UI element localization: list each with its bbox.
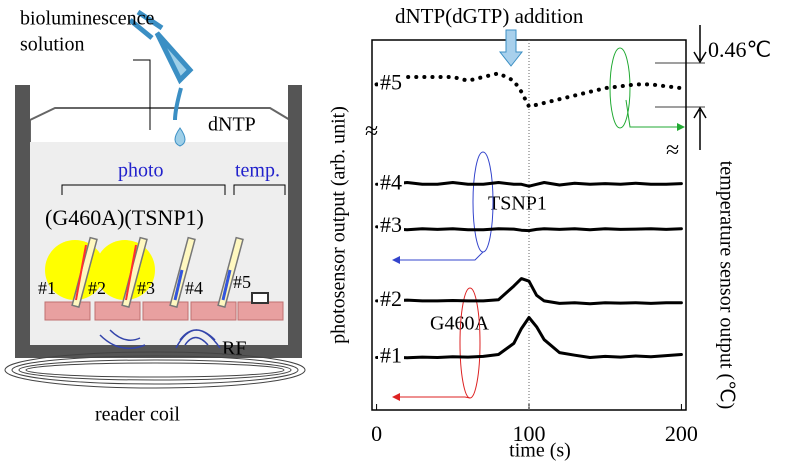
label: bioluminescence xyxy=(20,8,155,30)
pad xyxy=(237,301,284,321)
filter xyxy=(173,269,232,301)
label: temp. xyxy=(235,160,280,182)
label-bg xyxy=(378,169,404,195)
sensor-label: #2 xyxy=(88,278,106,298)
temp-chip xyxy=(251,292,269,304)
trace xyxy=(375,277,683,306)
pad xyxy=(44,301,91,321)
label: dNTP xyxy=(208,114,256,136)
axis-break: ≈ xyxy=(365,119,378,145)
plot-frame xyxy=(371,39,687,411)
coil xyxy=(11,355,299,385)
dropper xyxy=(128,9,194,85)
series-label: #5 xyxy=(380,69,402,94)
rf-wave xyxy=(99,329,146,350)
x-axis-label: time (s) xyxy=(509,440,571,462)
pad xyxy=(94,301,141,321)
x-tick-label: 200 xyxy=(665,421,698,446)
sensor-label: #4 xyxy=(185,278,203,298)
label: solution xyxy=(20,34,84,56)
chart: dNTP(dGTP) addition ≈ ≈ TSNP1 G460A 0.46… xyxy=(328,4,772,462)
series-label: #4 xyxy=(380,169,402,194)
leader xyxy=(133,59,151,130)
scale-bar xyxy=(693,25,707,150)
axis-pointer xyxy=(625,99,678,128)
scale-line xyxy=(655,62,705,108)
diagram: bioluminescence solution dNTP photo temp… xyxy=(4,8,306,426)
sensor-label: #5 xyxy=(233,272,251,292)
series-label: #1 xyxy=(380,343,402,368)
scale-label: 0.46℃ xyxy=(708,37,771,62)
label-bg xyxy=(378,69,404,95)
dropper-tip xyxy=(173,87,183,121)
trace xyxy=(375,181,683,188)
y2-axis-label: temperature sensor output (℃) xyxy=(715,161,737,410)
axis-break: ≈ xyxy=(666,138,679,164)
x-tick-label: 100 xyxy=(513,421,546,446)
bracket xyxy=(61,184,226,195)
label: reader coil xyxy=(95,404,180,426)
trace xyxy=(374,71,684,109)
x-tick-label: 0 xyxy=(371,421,382,446)
axis-pointer xyxy=(392,256,400,264)
label: (G460A)(TSNP1) xyxy=(45,205,204,230)
drop xyxy=(174,127,186,147)
y-axis-label: photosensor output (arb. unit) xyxy=(328,106,350,344)
pad xyxy=(190,301,237,321)
sensor-label: #1 xyxy=(38,278,56,298)
group-ellipse xyxy=(459,287,481,399)
axis-pointer xyxy=(398,251,484,261)
label-bg xyxy=(378,285,404,311)
pad xyxy=(142,301,189,321)
sensor-label: #3 xyxy=(137,278,155,298)
series-label: #3 xyxy=(380,212,402,237)
axis-pointer xyxy=(398,396,471,399)
light xyxy=(75,244,137,301)
label: photo xyxy=(118,160,164,182)
group-label: G460A xyxy=(430,313,489,335)
addition-arrow xyxy=(498,29,524,67)
coil xyxy=(25,362,285,378)
group-label: TSNP1 xyxy=(488,193,547,215)
axis-pointer xyxy=(677,123,685,131)
rf-wave xyxy=(175,329,221,349)
annotation: dNTP(dGTP) addition xyxy=(395,4,584,28)
coil xyxy=(4,351,306,389)
group-ellipse xyxy=(609,47,631,129)
label: RF xyxy=(222,338,246,360)
series-label: #2 xyxy=(380,286,402,311)
trace xyxy=(375,225,683,233)
label-bg xyxy=(378,342,404,368)
bracket xyxy=(233,184,286,195)
label-bg xyxy=(378,211,404,237)
coil xyxy=(18,359,292,381)
trace xyxy=(375,316,683,360)
axis-pointer xyxy=(392,393,400,401)
